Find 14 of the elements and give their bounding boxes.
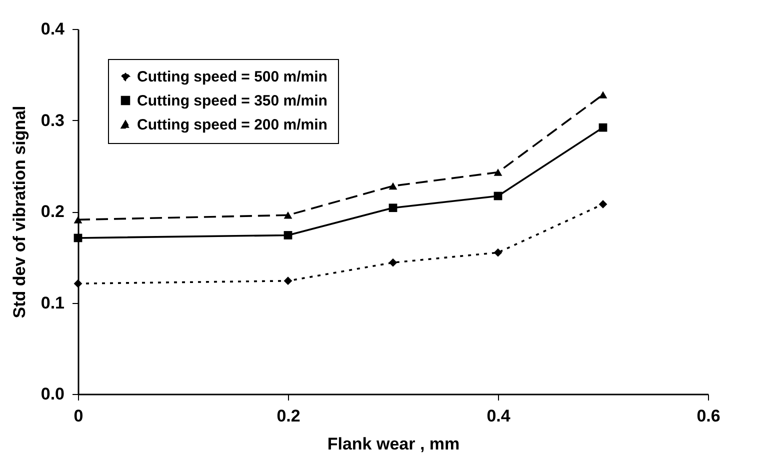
y-tick-label: 0.1 [40, 293, 64, 312]
x-tick-label: 0.6 [696, 406, 720, 426]
legend-label: Cutting speed = 350 m/min [137, 92, 328, 110]
y-tick-label: 0.2 [40, 202, 64, 221]
x-tick-label: 0 [74, 406, 84, 426]
x-tick-label: 0.4 [486, 406, 511, 426]
x-tick-label: 0.2 [276, 406, 300, 426]
y-tick-label: 0.4 [40, 20, 66, 38]
y-tick-label: 0.0 [40, 384, 64, 404]
legend-label: Cutting speed = 500 m/min [137, 68, 328, 86]
y-axis-title: Std dev of vibration signal [10, 106, 29, 318]
legend-label: Cutting speed = 200 m/min [137, 116, 328, 134]
x-axis-title: Flank wear , mm [327, 434, 460, 454]
y-tick-label: 0.3 [40, 110, 64, 130]
